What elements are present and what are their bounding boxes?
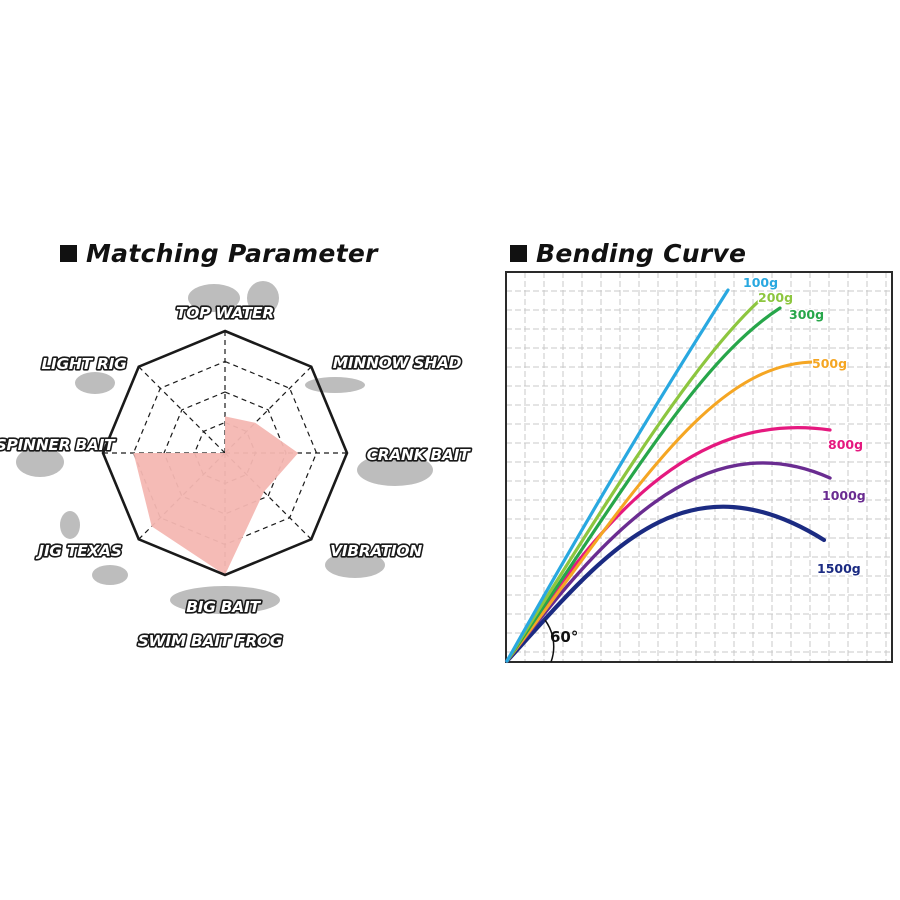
texas-rig-lure-icon [92,565,128,585]
curve-line-500g [505,360,820,663]
axis-label-top-water: TOP WATER [176,304,274,322]
angle-arc-icon [544,619,555,663]
matching-parameter-heading: Matching Parameter [60,236,378,270]
curve-series-lines [504,288,832,664]
axis-label-vibration: VIBRATION [330,542,422,560]
curve-grid [506,272,892,662]
axis-label-spinner-bait: SPINNER BAIT [0,436,116,454]
bending-curve-title: Bending Curve [536,238,747,268]
radar-labels: TOP WATER MINNOW SHAD CRANK BAIT VIBRATI… [0,302,473,651]
angle-label: 60° [550,628,578,646]
lure-silhouettes [16,281,433,614]
axis-label-light-rig: LIGHT RIG [41,355,127,373]
radar-outline-group [101,329,349,577]
matching-parameter-title: Matching Parameter [86,238,378,268]
curve-label-500g: 500g [812,356,847,371]
square-bullet-icon [510,244,527,262]
radar-value-area [133,416,299,575]
curve-label-200g: 200g [758,290,793,305]
axis-label-jig-texas: JIG TEXAS [35,542,121,560]
curve-label-300g: 300g [789,307,824,322]
curve-background [506,272,892,662]
spinner-bait-icon [16,447,64,477]
axis-label-big-bait: BIG BAIT [186,598,261,616]
curve-label-1500g: 1500g [817,561,861,576]
square-bullet-icon [60,244,77,262]
light-rig-lure-icon [75,372,115,394]
big-bait-lure-icon [170,586,280,614]
curve-line-300g [505,306,782,663]
radar-outline [101,329,349,577]
curve-line-200g [505,298,762,663]
topwater-lure-icon [188,284,240,312]
curve-label-100g: 100g [743,275,778,290]
extra-label-swim-bait-frog: SWIM BAIT FROG [138,632,283,650]
jig-lure-icon [60,511,80,539]
axis-label-crank-bait: CRANK BAIT [367,446,472,464]
crank-bait-icon [357,454,433,486]
curve-label-1000g: 1000g [822,488,866,503]
curve-label-800g: 800g [828,437,863,452]
vibration-lure-icon [325,552,385,578]
bending-curve-heading: Bending Curve [510,236,746,270]
curve-frame [505,271,893,663]
frog-lure-icon [247,281,279,315]
axis-label-minnow-shad: MINNOW SHAD [333,354,462,372]
curve-line-100g [505,288,730,663]
radar-spoke [138,366,226,454]
curve-line-1500g [504,504,827,664]
